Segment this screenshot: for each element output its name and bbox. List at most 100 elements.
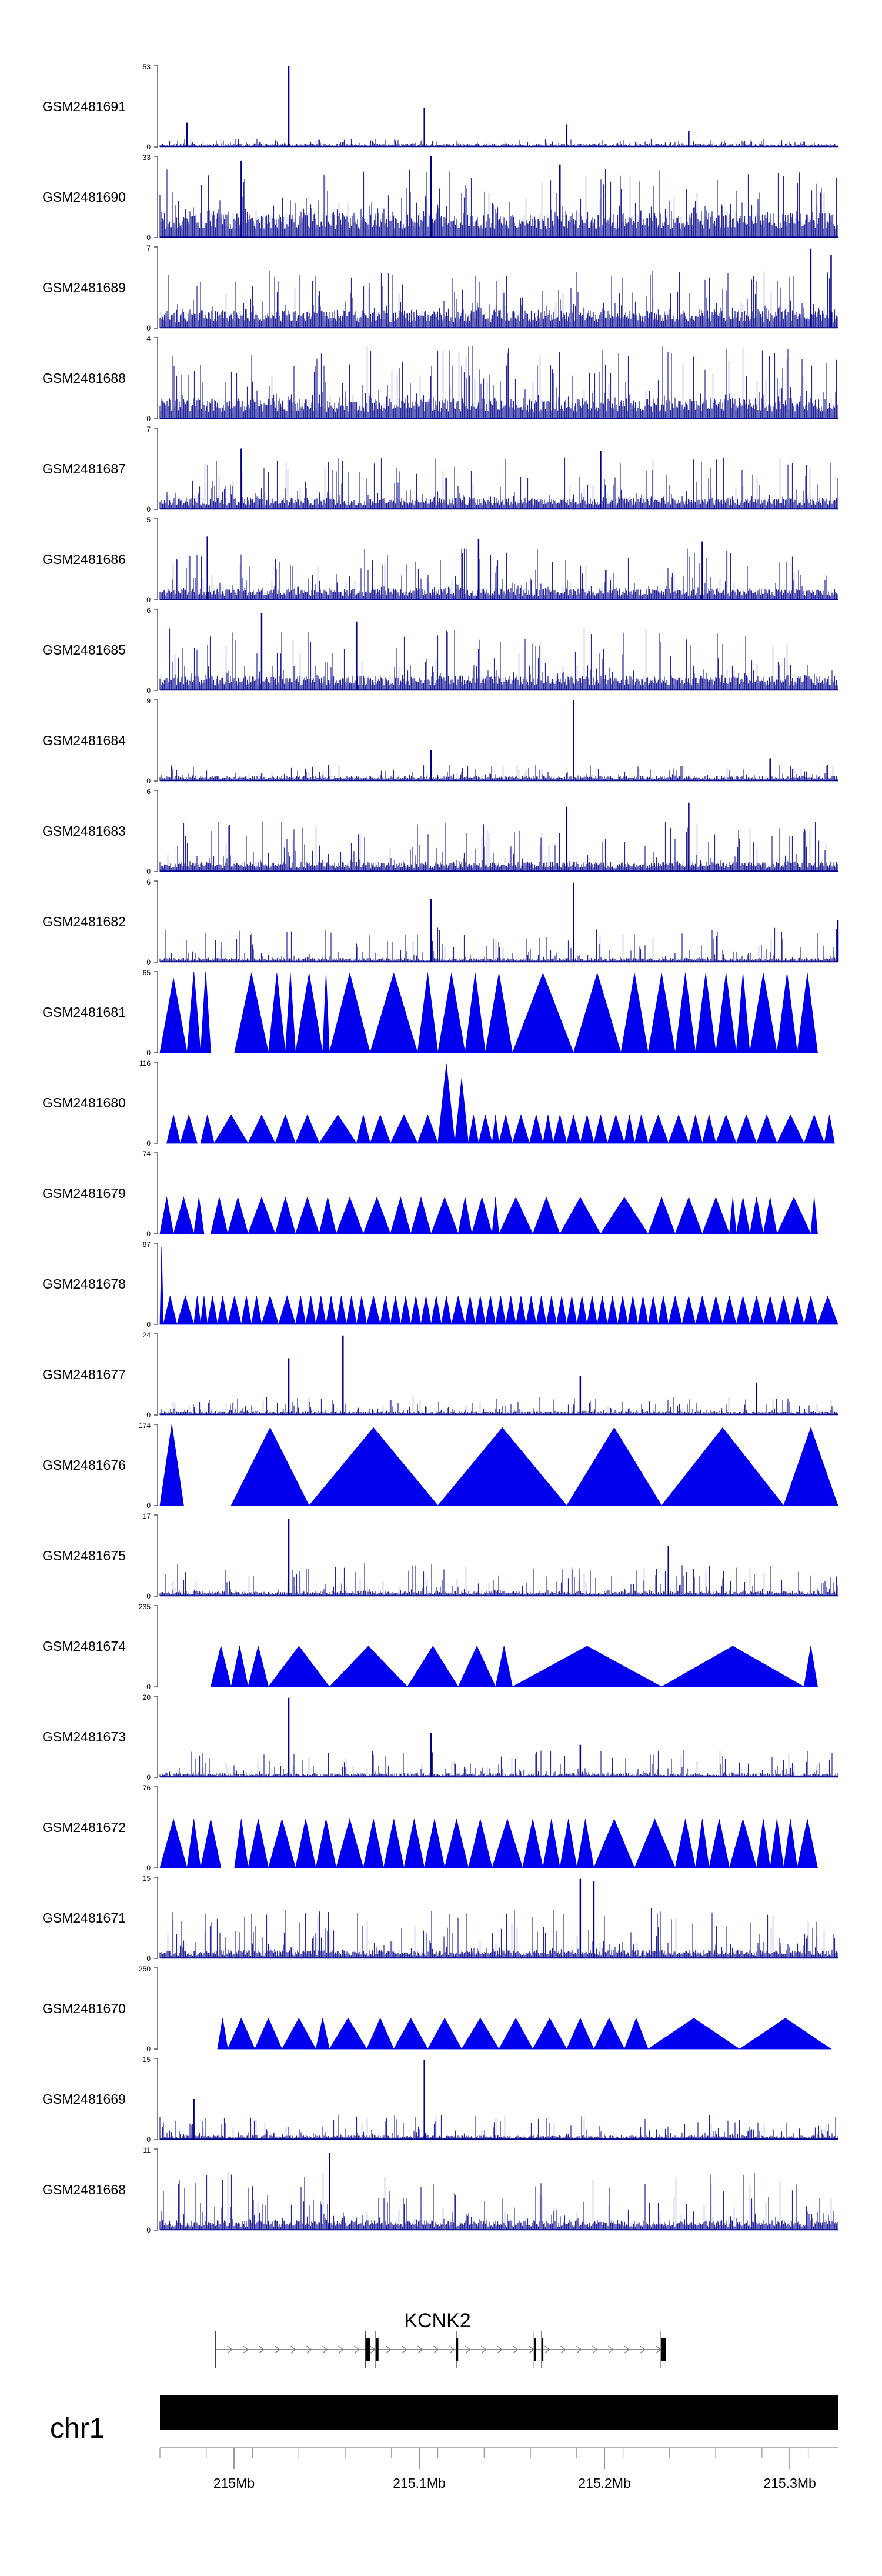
signal-peak (336, 1296, 347, 1325)
signal-peak (695, 1296, 710, 1325)
track-label: GSM2481675 (42, 1548, 126, 1563)
signal-peak (383, 1819, 405, 1868)
y-tick-label-zero: 0 (146, 686, 151, 695)
gene-label: KCNK2 (404, 2310, 470, 2332)
signal-peak (430, 1296, 442, 1325)
strand-arrow (497, 2345, 503, 2354)
track-label: GSM2481679 (42, 1186, 126, 1201)
signal-peak (254, 2017, 283, 2050)
y-tick-label-zero: 0 (146, 1501, 151, 1510)
gene-exon (456, 2338, 459, 2361)
strand-arrow (544, 2345, 550, 2354)
signal-peak (803, 1114, 825, 1144)
strand-arrow (354, 2345, 360, 2354)
track-GSM2481674: GSM2481674 235 0 (42, 1603, 818, 1691)
signal-peak (729, 1818, 757, 1868)
signal-peak (498, 2017, 533, 2050)
signal-peak (400, 1296, 412, 1325)
track-GSM2481678: GSM2481678 87 0 (42, 1240, 838, 1329)
y-tick-label-max: 15 (143, 1874, 151, 1883)
signal-peak (624, 1115, 635, 1144)
signal-peak (576, 1296, 587, 1325)
signal-tracks: GSM2481691530GSM2481690330GSM248168970GS… (42, 63, 839, 2234)
y-tick-label-zero: 0 (146, 1954, 151, 1963)
signal-peak (390, 1114, 418, 1144)
signal-peak (776, 973, 798, 1053)
track-GSM2481683: GSM2481683 6 0 (42, 788, 838, 876)
signal-peak (617, 1296, 629, 1325)
track-label: GSM2481689 (42, 280, 126, 295)
signal-peak (749, 1197, 764, 1234)
signal-peak (308, 1427, 439, 1506)
signal-peak (251, 1296, 262, 1325)
signal-peak (542, 1819, 560, 1868)
strand-arrow (338, 2345, 344, 2354)
strand-arrow (417, 2345, 423, 2354)
signal-peak (363, 1196, 391, 1234)
track-label: GSM2481674 (42, 1639, 126, 1654)
track-label: GSM2481668 (42, 2182, 126, 2197)
genome-axis: 215Mb 215.1Mb 215.2Mb 215.3Mb (159, 2447, 838, 2491)
signal-peak (542, 1115, 554, 1144)
gene-exon (365, 2338, 370, 2361)
signal-peak (532, 1196, 560, 1234)
y-tick-label-max: 6 (146, 878, 151, 886)
signal-peak (180, 1114, 198, 1144)
y-tick-label-max: 65 (143, 969, 151, 977)
signal-bars (159, 169, 838, 238)
signal-peak (295, 1114, 320, 1144)
y-tick-label-zero: 0 (146, 1049, 151, 1057)
signal-peak (607, 1296, 618, 1325)
signal-peak (248, 1819, 269, 1868)
gene-track: KCNK2 (215, 2310, 666, 2368)
x-tick-label: 215Mb (213, 2475, 255, 2491)
track-GSM2481670: GSM2481670 250 0 (42, 1965, 832, 2053)
signal-peak (207, 1296, 218, 1325)
signal-peak (688, 1115, 703, 1144)
signal-peak (475, 1296, 486, 1325)
y-tick-label-zero: 0 (146, 233, 151, 242)
signal-peak (627, 1296, 639, 1325)
signal-peak (790, 1296, 804, 1325)
strand-arrow (402, 2345, 407, 2354)
signal-peak (441, 1296, 452, 1325)
signal-peak (495, 1296, 506, 1325)
y-tick-label-zero: 0 (146, 1683, 151, 1691)
signal-peak (647, 1114, 669, 1144)
signal-peak (763, 1296, 777, 1325)
signal-peak (186, 971, 201, 1053)
signal-bars (159, 627, 838, 690)
signal-peak (600, 1197, 649, 1234)
track-label: GSM2481681 (42, 1005, 126, 1020)
strand-arrow (370, 2345, 376, 2354)
signal-peak (495, 1646, 513, 1687)
chromosome-band (160, 2395, 838, 2430)
track-GSM2481676: GSM2481676 174 0 (42, 1422, 838, 1510)
y-tick-label-zero: 0 (146, 2226, 151, 2234)
track-label: GSM2481686 (42, 552, 126, 567)
signal-bars (159, 927, 838, 962)
signal-peak (230, 1427, 310, 1506)
signal-peak (369, 972, 418, 1053)
signal-peak (620, 973, 649, 1053)
strand-arrow (290, 2345, 296, 2354)
signal-peak (709, 1819, 730, 1868)
y-tick-label-max: 76 (143, 1784, 151, 1792)
signal-peak (559, 1819, 577, 1868)
signal-peak (369, 1114, 391, 1144)
signal-peak (451, 1296, 466, 1325)
signal-peak (278, 1295, 296, 1325)
chromosome-label: chr1 (50, 2413, 105, 2444)
track-GSM2481671: GSM2481671 15 0 (42, 1874, 838, 1963)
signal-peak (661, 1427, 784, 1506)
signal-peak (336, 1818, 364, 1868)
signal-peak (217, 1296, 228, 1325)
signal-peak (532, 2017, 567, 2050)
signal-peak (329, 2017, 368, 2050)
signal-peak (193, 1296, 201, 1325)
signal-peak (522, 1819, 543, 1868)
strand-arrow (560, 2345, 566, 2354)
signal-peak (515, 1296, 527, 1325)
signal-peak (437, 973, 466, 1053)
track-GSM2481682: GSM2481682 6 0 (42, 878, 839, 966)
